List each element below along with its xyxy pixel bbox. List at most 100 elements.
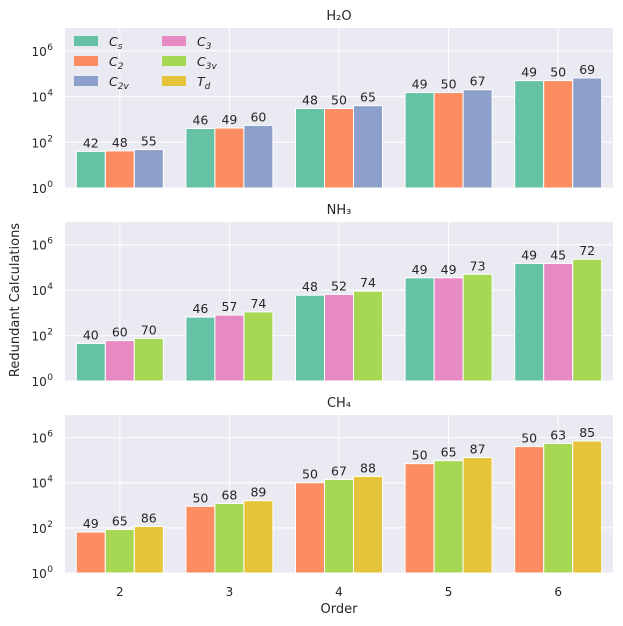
bar-c2v-order-5 [462,89,493,189]
bar-td-order-6 [572,440,603,574]
bar-c3-order-3 [214,314,245,382]
data-label: 49 [441,262,457,277]
bar-c2v-order-4 [353,105,383,189]
data-label: 50 [441,77,457,92]
data-label: 65 [360,90,376,105]
data-label: 50 [331,93,347,108]
y-tick-base: 10 [31,432,46,446]
data-label: 60 [250,109,266,124]
y-tick-base: 10 [31,477,46,491]
y-tick-exponent: 4 [47,282,53,292]
bar-c2-order-4 [324,108,354,189]
data-label: 52 [331,278,347,293]
data-label: 85 [579,425,595,440]
y-tick-base: 10 [31,375,46,389]
legend-swatch [162,56,186,66]
bar-cs-order-6 [514,262,545,382]
data-label: 49 [521,65,537,80]
x-axis-label: Order [321,602,359,617]
y-tick-exponent: 0 [47,565,53,575]
panel-1: 1001021041064246484949484950505055606567… [31,9,613,196]
bar-c2-order-2 [104,150,135,189]
y-tick-base: 10 [31,91,46,105]
data-label: 89 [250,485,266,500]
bar-c3v-order-2 [104,528,135,574]
y-tick-base: 10 [31,45,46,59]
y-tick-label: 102 [31,328,53,344]
bar-c3v-order-3 [214,502,245,574]
bar-cs-order-5 [404,277,435,382]
legend-swatch [74,36,98,46]
bar-c3v-order-2 [133,337,164,382]
data-label: 67 [470,74,486,89]
y-tick-exponent: 2 [47,520,53,530]
legend-symbol: T [197,74,206,89]
bar-cs-order-3 [185,316,216,382]
legend-symbol: C [109,34,118,49]
y-tick-exponent: 0 [47,373,53,383]
y-tick-exponent: 2 [47,328,53,338]
bar-c2-order-3 [185,505,216,574]
bar-c3-order-4 [324,293,354,382]
legend-subscript: 2 [118,62,124,72]
bar-c2v-order-6 [572,77,603,189]
data-label: 69 [579,62,595,77]
y-tick-label: 106 [31,430,53,446]
x-tick-label: 5 [445,585,453,599]
bar-c3-order-5 [433,277,464,382]
data-label: 50 [192,490,208,505]
data-label: 49 [83,516,99,531]
data-label: 40 [83,327,99,342]
bar-c3v-order-6 [572,258,603,382]
data-label: 50 [550,65,566,80]
bar-c2-order-2 [75,531,106,574]
data-label: 49 [221,112,237,127]
data-label: 65 [441,445,457,460]
y-tick-label: 106 [31,237,53,253]
bar-cs-order-4 [295,294,325,382]
bar-c3v-order-5 [433,460,464,574]
bar-c3-order-6 [543,262,574,382]
data-label: 68 [221,487,237,502]
y-tick-exponent: 0 [47,180,53,190]
bar-td-order-5 [462,457,493,574]
data-label: 50 [302,467,318,482]
y-tick-exponent: 2 [47,134,53,144]
x-tick-label: 4 [335,585,343,599]
bar-c2-order-5 [433,92,464,189]
y-tick-base: 10 [31,522,46,536]
y-tick-exponent: 4 [47,89,53,99]
y-tick-base: 10 [31,284,46,298]
bar-cs-order-4 [295,108,325,189]
data-label: 49 [412,262,428,277]
y-tick-label: 102 [31,134,53,150]
legend-swatch [74,76,98,86]
data-label: 72 [579,243,595,258]
panel-2: 1001021041064046484949605752494570747473… [31,203,613,389]
y-tick-base: 10 [31,239,46,253]
data-label: 87 [470,442,486,457]
data-label: 70 [141,322,157,337]
x-tick-label: 3 [226,585,234,599]
data-label: 48 [112,135,128,150]
bar-c3v-order-3 [243,311,274,382]
legend-symbol: C [197,54,206,69]
bar-cs-order-5 [404,92,435,189]
data-label: 74 [360,275,376,290]
data-label: 42 [83,135,99,150]
bar-td-order-3 [243,500,274,574]
y-tick-exponent: 6 [47,430,53,440]
data-label: 86 [141,510,157,525]
legend-symbol: C [197,34,206,49]
bar-c3v-order-4 [324,478,354,574]
bar-c2-order-6 [543,80,574,189]
bar-c2-order-3 [214,127,245,189]
panel-title: NH₃ [327,203,352,218]
data-label: 63 [550,427,566,442]
y-tick-base: 10 [31,330,46,344]
legend-swatch [162,76,186,86]
bar-c2v-order-3 [243,124,274,189]
legend-entry: C2 [109,54,124,72]
bar-cs-order-2 [75,150,106,189]
y-axis-label: Redundant Calculations [8,223,23,377]
